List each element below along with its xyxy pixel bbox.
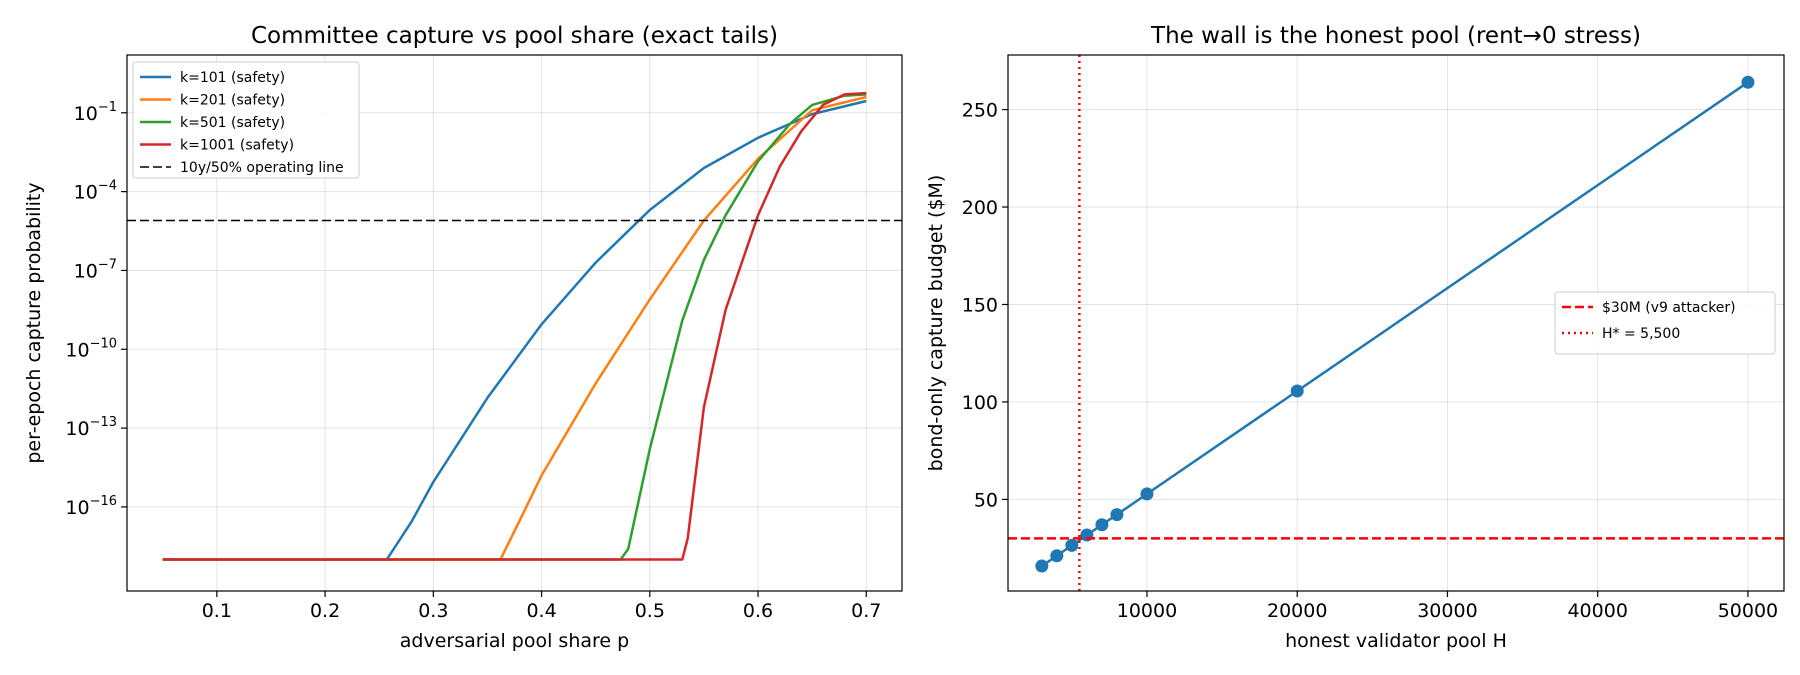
x-tick-label-0: 10000 bbox=[1117, 600, 1177, 622]
y-tick-label-0: 10−1 bbox=[74, 100, 117, 125]
right-chart-panel: 10000 20000 30000 40000 50000 50 100 150 200 250 T… bbox=[925, 23, 1785, 652]
legend-box bbox=[132, 61, 360, 179]
data-point-7 bbox=[1290, 384, 1304, 398]
x-tick-label-2: 30000 bbox=[1417, 600, 1477, 622]
x-tick-label-5: 0.6 bbox=[743, 600, 773, 622]
data-point-0 bbox=[1035, 559, 1049, 573]
x-tick-label-3: 40000 bbox=[1567, 600, 1627, 622]
x-tick-label-6: 0.7 bbox=[851, 600, 881, 622]
x-tick-label-2: 0.3 bbox=[418, 600, 448, 622]
legend-label-4: 10y/50% operating line bbox=[180, 160, 344, 176]
series-line-2 bbox=[162, 93, 867, 561]
x-tick-label-1: 0.2 bbox=[310, 600, 340, 622]
series-line-3 bbox=[162, 91, 867, 561]
plot-area-frame bbox=[1007, 54, 1785, 592]
x-tick-label-0: 0.1 bbox=[202, 600, 232, 622]
y-tick-label-1: 10−4 bbox=[74, 179, 117, 204]
y-tick-label-1: 100 bbox=[962, 392, 998, 414]
legend-label-0: $30M (v9 attacker) bbox=[1602, 300, 1736, 316]
y-tick-label-4: 10−13 bbox=[65, 415, 117, 440]
data-point-2 bbox=[1065, 538, 1079, 552]
data-point-1 bbox=[1050, 549, 1064, 563]
y-tick-label-3: 200 bbox=[962, 197, 998, 219]
x-tick-label-1: 20000 bbox=[1267, 600, 1327, 622]
legend-label-1: k=201 (safety) bbox=[180, 93, 285, 109]
legend-label-2: k=501 (safety) bbox=[180, 115, 285, 131]
y-axis-label: per-epoch capture probability bbox=[23, 182, 45, 463]
chart-title: The wall is the honest pool (rent→0 stre… bbox=[1150, 23, 1641, 49]
y-tick-label-0: 50 bbox=[974, 489, 998, 511]
data-point-6 bbox=[1140, 487, 1154, 501]
x-axis-label: adversarial pool share p bbox=[400, 630, 629, 652]
y-tick-label-2: 10−7 bbox=[74, 257, 117, 282]
data-point-5 bbox=[1110, 508, 1124, 522]
legend-label-1: H* = 5,500 bbox=[1602, 326, 1680, 342]
legend-box bbox=[1554, 291, 1776, 355]
series-line-0 bbox=[162, 99, 867, 561]
data-point-8 bbox=[1741, 75, 1755, 89]
legend-label-3: k=1001 (safety) bbox=[180, 138, 294, 154]
legend-label-0: k=101 (safety) bbox=[180, 70, 285, 86]
y-tick-label-2: 150 bbox=[962, 294, 998, 316]
left-chart-panel: 0.1 0.2 0.3 0.4 0.5 0.6 0.7 10−1 10−4 10−7 10−10 10… bbox=[23, 23, 903, 652]
y-tick-label-4: 250 bbox=[962, 100, 998, 122]
chart-title: Committee capture vs pool share (exact t… bbox=[251, 23, 778, 49]
y-tick-label-5: 10−16 bbox=[65, 494, 117, 519]
data-point-4 bbox=[1095, 518, 1109, 532]
series-line-1 bbox=[162, 95, 867, 561]
x-tick-label-4: 0.5 bbox=[635, 600, 665, 622]
plot-area-frame bbox=[126, 54, 903, 592]
y-axis-label: bond-only capture budget ($M) bbox=[925, 175, 947, 472]
y-tick-label-3: 10−10 bbox=[65, 336, 117, 361]
x-axis-label: honest validator pool H bbox=[1285, 630, 1507, 652]
x-tick-label-4: 50000 bbox=[1718, 600, 1778, 622]
x-tick-label-3: 0.4 bbox=[526, 600, 556, 622]
